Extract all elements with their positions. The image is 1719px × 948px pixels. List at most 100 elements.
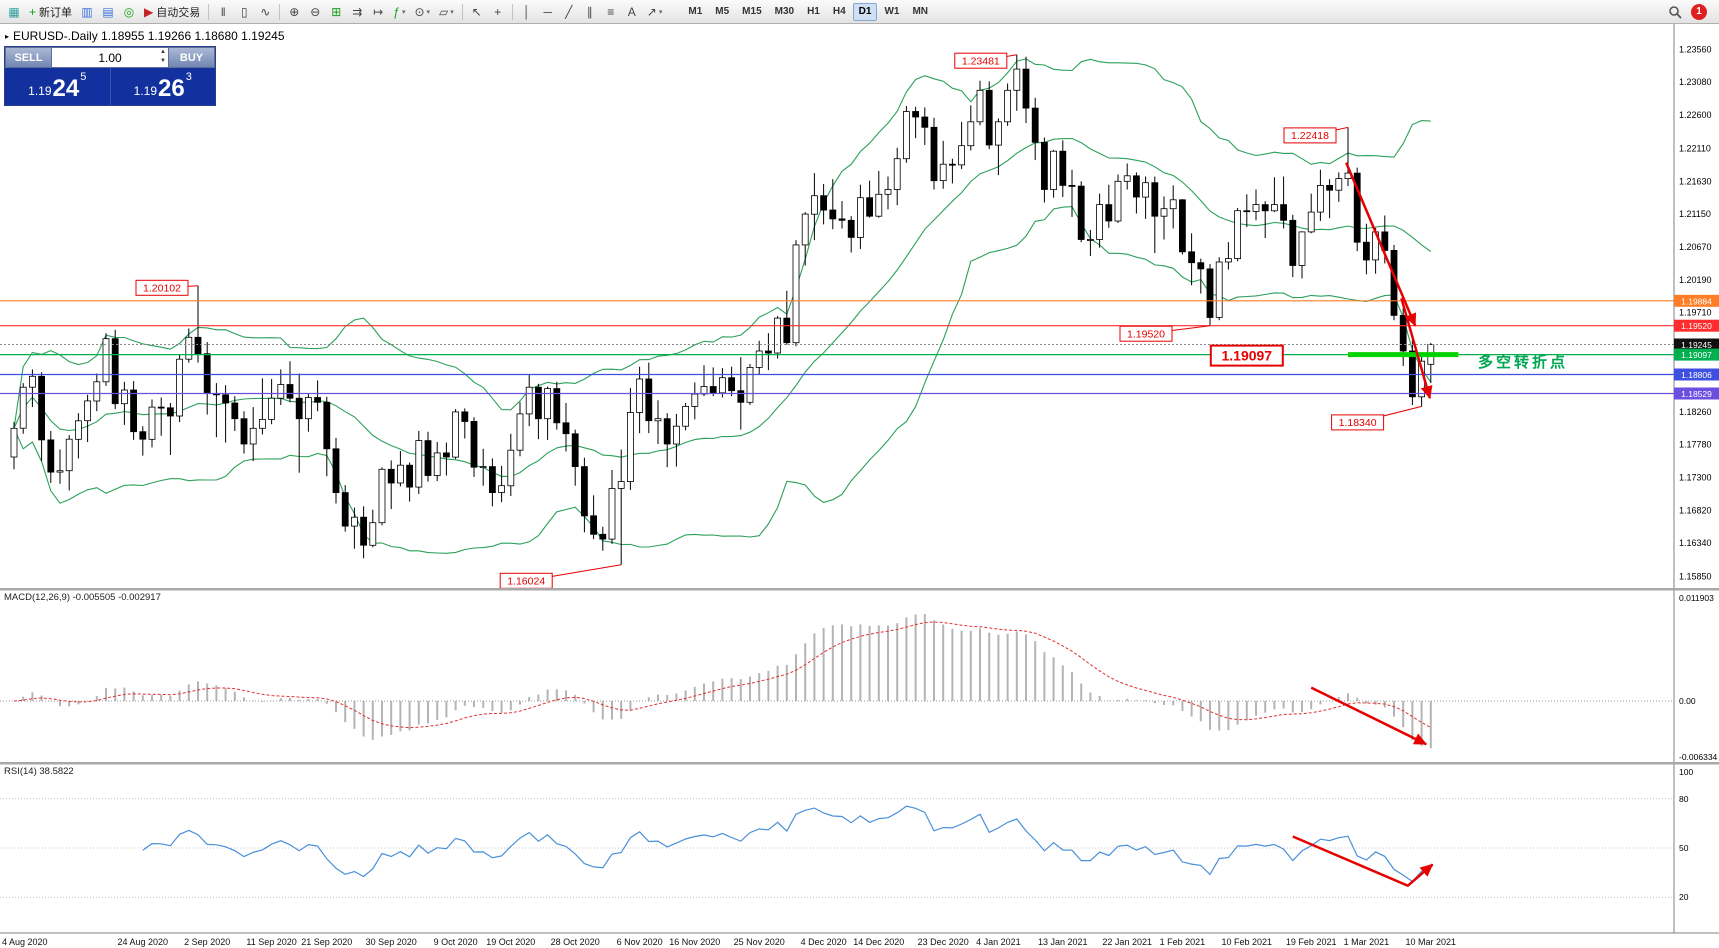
one-click-trading-panel: SELL 1.00 ▲ ▼ BUY 1.19 24 5 1.19 26 3 xyxy=(4,46,216,106)
svg-text:23 Dec 2020: 23 Dec 2020 xyxy=(918,937,969,947)
chart-window-icon[interactable]: ▦ xyxy=(8,4,20,19)
trendline-button[interactable]: ╱ xyxy=(565,4,573,19)
svg-text:1.21630: 1.21630 xyxy=(1679,176,1712,186)
volume-spinner-arrows[interactable]: ▲ ▼ xyxy=(160,48,166,66)
volume-stepper[interactable]: 1.00 ▲ ▼ xyxy=(52,47,168,68)
svg-text:24 Aug 2020: 24 Aug 2020 xyxy=(118,937,169,947)
svg-text:1.17300: 1.17300 xyxy=(1679,473,1712,483)
bars-chart-type-button[interactable]: ‖ xyxy=(220,4,226,19)
data-window-icon[interactable]: ▤ xyxy=(102,4,114,19)
macd-signal-line xyxy=(13,621,1432,729)
bollinger-bands xyxy=(13,58,1432,554)
pane-separator xyxy=(0,762,1719,765)
vertical-line-button[interactable]: │ xyxy=(523,4,531,19)
notification-badge[interactable]: 1 xyxy=(1691,3,1707,20)
cursor-button[interactable]: ↖ xyxy=(471,4,482,19)
svg-text:1.19097: 1.19097 xyxy=(1681,350,1712,360)
svg-text:1.19710: 1.19710 xyxy=(1679,308,1712,318)
svg-text:50: 50 xyxy=(1679,843,1689,853)
arrows-button[interactable]: ↗ ▾ xyxy=(646,4,663,19)
trend-arrows[interactable] xyxy=(1292,162,1434,888)
svg-text:1.18260: 1.18260 xyxy=(1679,407,1712,417)
timeframe-m5[interactable]: M5 xyxy=(715,6,730,17)
svg-text:1.23080: 1.23080 xyxy=(1679,77,1712,87)
strategy-tester-icon[interactable]: ◎ xyxy=(123,4,135,19)
svg-text:1.22600: 1.22600 xyxy=(1679,110,1712,120)
collapse-triangle-icon[interactable]: ▸ xyxy=(5,31,10,41)
tile-windows-button[interactable]: ⊞ xyxy=(331,4,342,19)
svg-text:6 Nov 2020: 6 Nov 2020 xyxy=(617,937,663,947)
svg-text:1 Feb 2021: 1 Feb 2021 xyxy=(1160,937,1206,947)
svg-text:22 Jan 2021: 22 Jan 2021 xyxy=(1102,937,1152,947)
svg-text:100: 100 xyxy=(1679,767,1693,777)
volume-down-icon[interactable]: ▼ xyxy=(160,58,166,64)
pane-separator xyxy=(0,588,1719,591)
timeframe-h1[interactable]: H1 xyxy=(807,6,820,17)
zoom-in-button[interactable]: ⊕ xyxy=(289,4,300,19)
timeframe-m15[interactable]: M15 xyxy=(742,6,762,17)
new-order-button[interactable]: + 新订单 xyxy=(29,4,73,19)
timeframe-m30[interactable]: M30 xyxy=(774,6,795,17)
macd-indicator-label: MACD(12,26,9) -0.005505 -0.002917 xyxy=(4,592,161,603)
svg-text:0.00: 0.00 xyxy=(1679,696,1696,706)
timeframe-d1[interactable]: D1 xyxy=(852,2,878,21)
market-watch-icon[interactable]: ▥ xyxy=(81,4,93,19)
line-chart-type-button[interactable]: ∿ xyxy=(260,4,271,19)
symbol-ohlc-text: EURUSD-.Daily 1.18955 1.19266 1.18680 1.… xyxy=(13,29,285,43)
indicators-button[interactable]: ƒ ▾ xyxy=(393,4,406,19)
svg-text:1.19097: 1.19097 xyxy=(1221,348,1272,364)
svg-text:19 Feb 2021: 19 Feb 2021 xyxy=(1286,937,1337,947)
svg-text:1.20102: 1.20102 xyxy=(143,283,181,295)
svg-text:1.18529: 1.18529 xyxy=(1681,389,1712,399)
autotrading-button[interactable]: ▶ 自动交易 xyxy=(144,4,201,19)
candlestick-chart-type-button[interactable]: ▯ xyxy=(240,4,248,19)
horizontal-line-button[interactable]: ─ xyxy=(543,4,553,19)
svg-text:10 Feb 2021: 10 Feb 2021 xyxy=(1222,937,1273,947)
price-divider xyxy=(109,68,111,105)
chart-shift-button[interactable]: ↦ xyxy=(373,4,384,19)
text-button[interactable]: A xyxy=(627,4,636,19)
svg-text:21 Sep 2020: 21 Sep 2020 xyxy=(301,937,352,947)
sell-price[interactable]: 1.19 24 5 xyxy=(28,71,87,103)
svg-text:1.22110: 1.22110 xyxy=(1679,144,1711,154)
svg-text:19 Oct 2020: 19 Oct 2020 xyxy=(486,937,535,947)
rsi-line xyxy=(142,805,1432,883)
svg-text:2 Sep 2020: 2 Sep 2020 xyxy=(184,937,230,947)
svg-text:1.16024: 1.16024 xyxy=(507,576,545,588)
periods-button[interactable]: ⊙ ▾ xyxy=(414,4,431,19)
price-annotations[interactable]: 1.20102 1.23481 1.22418 1.19520 1.19097 1.183… xyxy=(135,52,1422,589)
buy-price[interactable]: 1.19 26 3 xyxy=(133,71,192,103)
buy-button[interactable]: BUY xyxy=(168,47,215,68)
equidistant-channel-button[interactable]: ∥ xyxy=(586,4,593,19)
auto-scroll-button[interactable]: ⇉ xyxy=(352,4,363,19)
svg-text:1.20670: 1.20670 xyxy=(1679,242,1712,252)
svg-text:28 Oct 2020: 28 Oct 2020 xyxy=(551,937,600,947)
svg-text:1.23481: 1.23481 xyxy=(962,55,1000,67)
svg-text:1.20190: 1.20190 xyxy=(1679,275,1712,285)
svg-text:1.23560: 1.23560 xyxy=(1679,44,1712,54)
svg-text:16 Nov 2020: 16 Nov 2020 xyxy=(669,937,720,947)
svg-text:20: 20 xyxy=(1679,892,1689,902)
timeframe-w1[interactable]: W1 xyxy=(884,6,900,17)
svg-text:13 Jan 2021: 13 Jan 2021 xyxy=(1038,937,1088,947)
svg-text:10 Mar 2021: 10 Mar 2021 xyxy=(1406,937,1457,947)
date-axis[interactable]: 4 Aug 2020 24 Aug 2020 2 Sep 2020 11 Sep 20… xyxy=(2,937,1456,947)
volume-up-icon[interactable]: ▲ xyxy=(160,49,166,55)
crosshair-button[interactable]: + xyxy=(494,4,502,19)
zoom-out-button[interactable]: ⊖ xyxy=(310,4,321,19)
search-button[interactable] xyxy=(1664,2,1686,22)
sell-button[interactable]: SELL xyxy=(5,47,52,68)
chinese-annotation-text[interactable]: 多空转折点 xyxy=(1478,354,1569,371)
templates-button[interactable]: ▱ ▾ xyxy=(439,4,454,19)
timeframe-h4[interactable]: H4 xyxy=(832,6,846,17)
horizontal-line-objects[interactable] xyxy=(0,300,1674,395)
svg-text:1.19245: 1.19245 xyxy=(1681,340,1712,350)
fibonacci-button[interactable]: ≡ xyxy=(607,4,615,19)
chart-ohlc-label: ▸ EURUSD-.Daily 1.18955 1.19266 1.18680 … xyxy=(5,29,285,43)
svg-text:1.18806: 1.18806 xyxy=(1681,370,1712,380)
timeframe-mn[interactable]: MN xyxy=(912,6,929,17)
svg-text:25 Nov 2020: 25 Nov 2020 xyxy=(734,937,785,947)
svg-text:30 Sep 2020: 30 Sep 2020 xyxy=(366,937,417,947)
timeframe-m1[interactable]: M1 xyxy=(688,6,703,17)
